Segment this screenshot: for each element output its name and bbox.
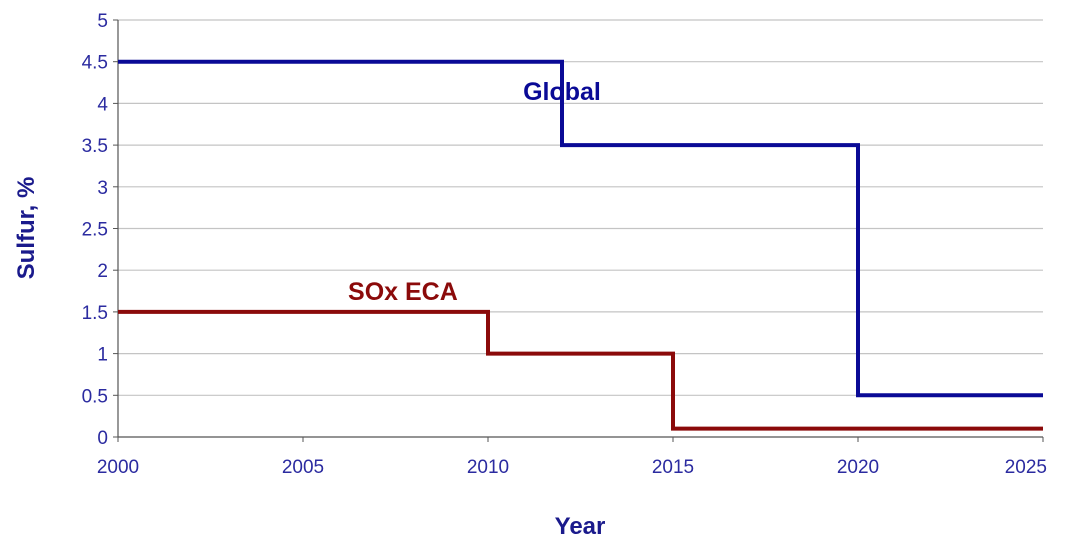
y-tick-label: 3 (97, 178, 108, 199)
x-axis-title: Year (555, 513, 606, 540)
y-tick-label: 2.5 (82, 220, 108, 241)
y-tick-label: 0.5 (82, 386, 108, 407)
x-tick-label: 2000 (97, 457, 139, 478)
y-tick-label: 4.5 (82, 53, 108, 74)
y-tick-label: 1.5 (82, 303, 108, 324)
x-tick-label: 2005 (282, 457, 324, 478)
series-label: SOx ECA (348, 278, 458, 306)
series-layer: Global SOx ECA (118, 59, 1043, 431)
y-tick-label: 3.5 (82, 136, 108, 157)
y-tick-label: 1 (97, 345, 108, 366)
x-tick-label: 2010 (467, 457, 509, 478)
gridlines (118, 19, 1043, 396)
y-tick-label: 5 (97, 11, 108, 32)
y-axis-title: Sulfur, % (13, 177, 40, 280)
series-line-global (118, 59, 1043, 398)
y-tick-label: 0 (97, 428, 108, 449)
y-tick-label: 4 (97, 94, 108, 115)
x-tick-label: 2015 (652, 457, 694, 478)
y-axis-ticks: 0 0.5 1 1.5 2 2.5 3 3.5 4 4.5 5 (82, 11, 118, 449)
x-tick-label: 2025 (1005, 457, 1047, 478)
series-line-sox-eca (118, 309, 1043, 431)
y-tick-label: 2 (97, 261, 108, 282)
x-tick-label: 2020 (837, 457, 879, 478)
x-axis-ticks: 2000 2005 2010 2015 2020 2025 (97, 437, 1047, 478)
series-label: Global (523, 78, 601, 106)
